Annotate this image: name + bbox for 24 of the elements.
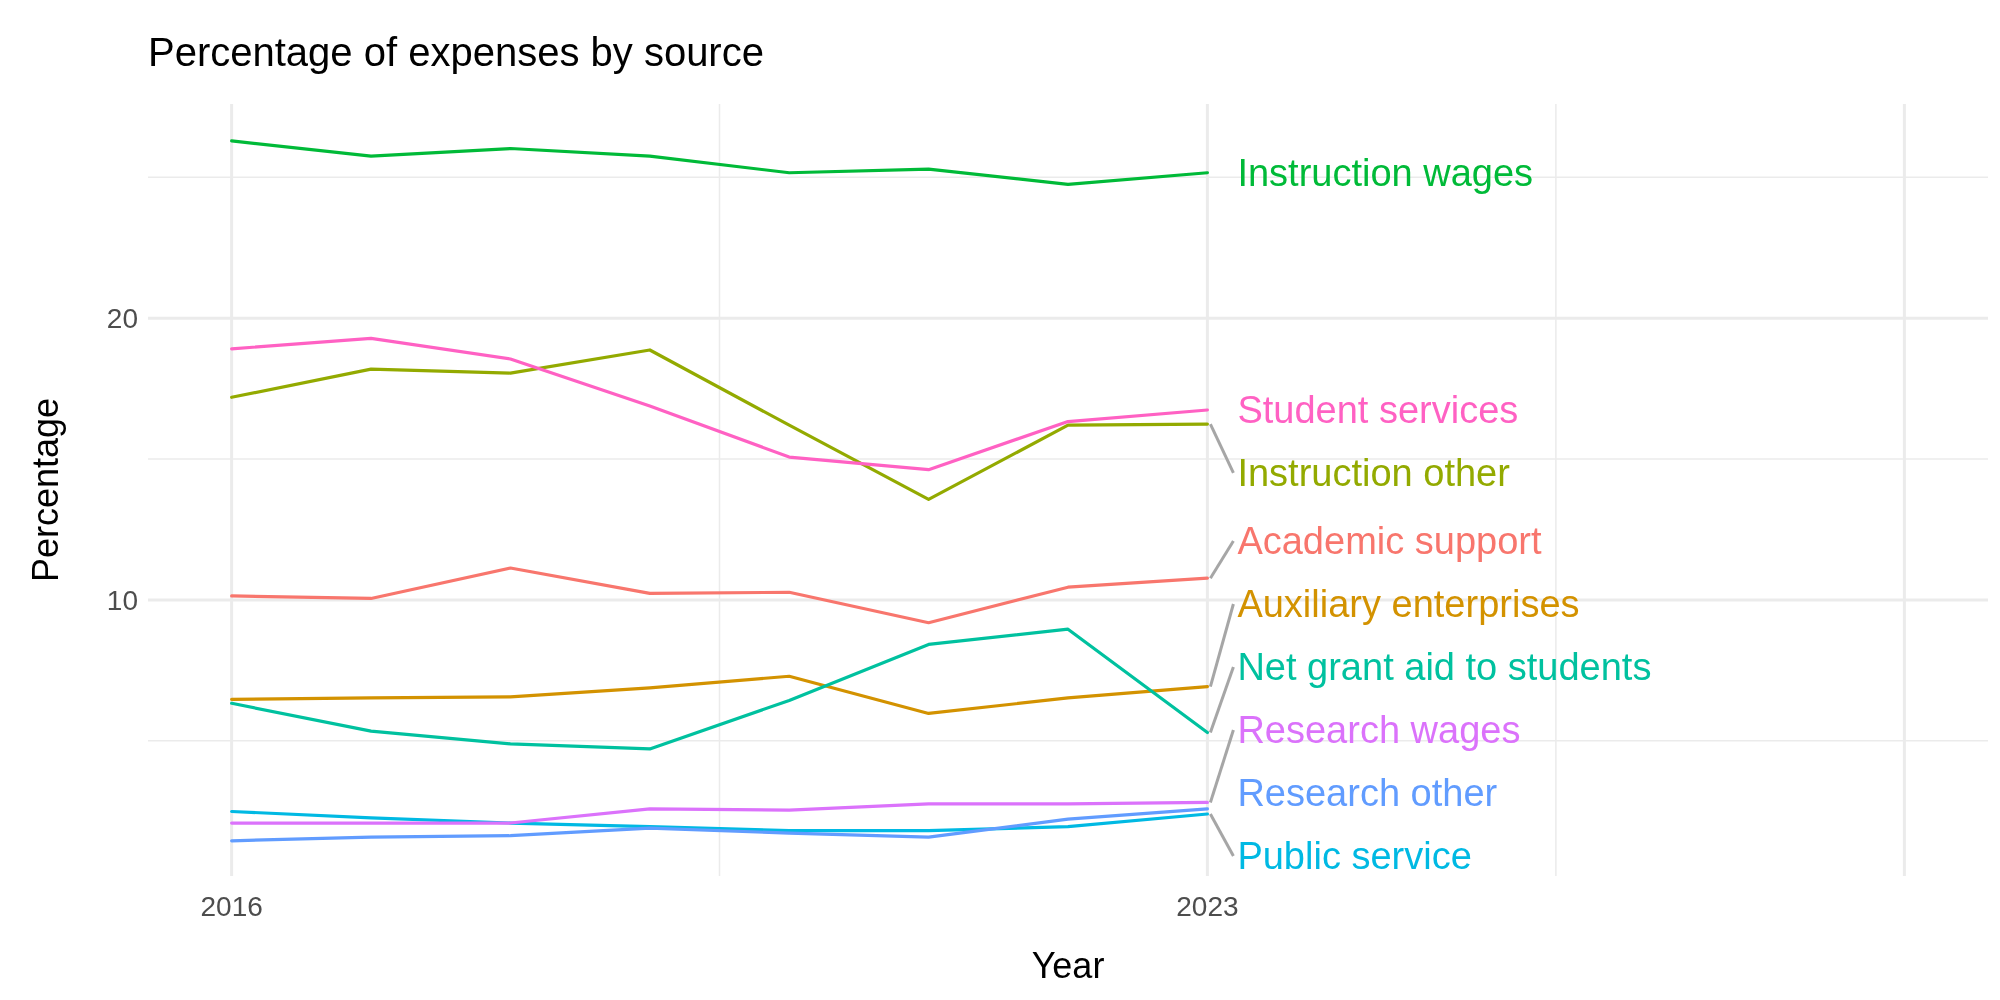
- series-label: Research wages: [1237, 709, 1521, 752]
- line-series: [230, 800, 1209, 825]
- x-tick-label: 2016: [200, 891, 263, 922]
- series-label: Instruction wages: [1237, 152, 1534, 195]
- line-series: [230, 807, 1209, 843]
- y-tick-label: 20: [106, 302, 138, 334]
- y-axis-title: Percentage: [25, 397, 66, 583]
- chart-title: Percentage of expenses by source: [148, 30, 764, 74]
- line-series: [230, 348, 1209, 501]
- series-label: Academic support: [1237, 520, 1542, 563]
- series-label: Net grant aid to students: [1237, 646, 1652, 689]
- line-series: [230, 566, 1209, 625]
- x-tick-label: 2023: [1176, 891, 1239, 922]
- x-axis-title: Year: [1031, 945, 1105, 986]
- line-series: [230, 627, 1209, 751]
- series-label: Research other: [1237, 772, 1498, 815]
- series-label: Public service: [1237, 835, 1472, 878]
- series-label: Student services: [1237, 389, 1519, 432]
- line-series: [230, 336, 1209, 472]
- line-series: [230, 139, 1209, 186]
- series-label: Instruction other: [1237, 452, 1511, 495]
- series-label: Auxiliary enterprises: [1237, 583, 1580, 626]
- line-series: [230, 674, 1209, 716]
- y-tick-label: 10: [106, 584, 138, 616]
